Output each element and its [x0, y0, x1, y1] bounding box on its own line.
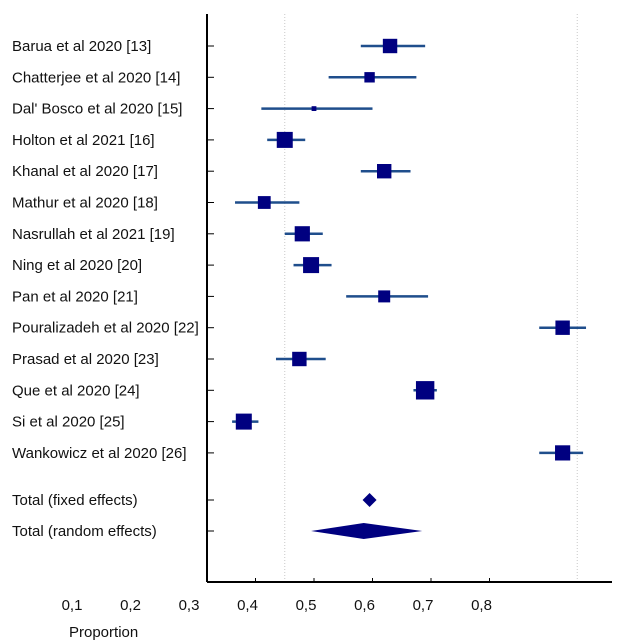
x-tick-labels: 0,1 0,2 0,3 0,4 0,5 0,6 0,7 0,8	[62, 597, 492, 614]
reference-lines	[284, 14, 578, 582]
study-row: Si et al 2020 [25]	[12, 413, 259, 431]
x-tick-label: 0,6	[354, 597, 375, 614]
study-row: Holton et al 2021 [16]	[12, 131, 306, 149]
study-label: Prasad et al 2020 [23]	[12, 351, 159, 368]
study-estimate-marker	[364, 72, 375, 83]
study-row: Que et al 2020 [24]	[12, 381, 437, 400]
pooled-estimate-diamond	[311, 523, 423, 539]
x-tick-label: 0,4	[237, 597, 258, 614]
total-label: Total (fixed effects)	[12, 492, 138, 509]
study-estimate-marker	[235, 413, 252, 430]
study-label: Barua et al 2020 [13]	[12, 38, 151, 55]
study-row: Khanal et al 2020 [17]	[12, 163, 411, 180]
study-label: Mathur et al 2020 [18]	[12, 195, 158, 212]
study-label: Chatterjee et al 2020 [14]	[12, 69, 180, 86]
total-label: Total (random effects)	[12, 523, 157, 540]
study-row: Wankowicz et al 2020 [26]	[12, 445, 584, 462]
study-row: Chatterjee et al 2020 [14]	[12, 69, 417, 86]
total-row: Total (random effects)	[12, 523, 423, 540]
study-label: Dal' Bosco et al 2020 [15]	[12, 101, 182, 118]
study-estimate-marker	[378, 290, 391, 303]
study-label: Nasrullah et al 2021 [19]	[12, 226, 175, 243]
study-label: Holton et al 2021 [16]	[12, 132, 155, 149]
study-row: Dal' Bosco et al 2020 [15]	[12, 101, 373, 118]
x-tick-label: 0,1	[62, 597, 83, 614]
study-row: Prasad et al 2020 [23]	[12, 351, 326, 368]
study-label: Que et al 2020 [24]	[12, 382, 140, 399]
study-row: Barua et al 2020 [13]	[12, 38, 426, 55]
study-label: Pouralizadeh et al 2020 [22]	[12, 320, 199, 337]
study-rows: Barua et al 2020 [13] Chatterjee et al 20…	[12, 38, 587, 540]
x-tick-label: 0,8	[471, 597, 492, 614]
study-row: Mathur et al 2020 [18]	[12, 195, 300, 212]
study-row: Ning et al 2020 [20]	[12, 257, 332, 274]
study-label: Khanal et al 2020 [17]	[12, 163, 158, 180]
x-tick-label: 0,7	[413, 597, 434, 614]
study-label: Ning et al 2020 [20]	[12, 257, 142, 274]
x-axis-title: Proportion	[69, 624, 138, 641]
study-estimate-marker	[303, 257, 320, 274]
study-estimate-marker	[294, 226, 310, 242]
x-tick-label: 0,5	[296, 597, 317, 614]
study-estimate-marker	[257, 196, 271, 209]
study-row: Pouralizadeh et al 2020 [22]	[12, 320, 587, 337]
study-label: Wankowicz et al 2020 [26]	[12, 445, 187, 462]
study-row: Nasrullah et al 2021 [19]	[12, 226, 323, 243]
study-estimate-marker	[415, 381, 435, 400]
total-row: Total (fixed effects)	[12, 492, 377, 509]
pooled-estimate-diamond	[362, 493, 377, 507]
study-label: Pan et al 2020 [21]	[12, 288, 138, 305]
study-estimate-marker	[311, 106, 317, 111]
x-tick-label: 0,3	[179, 597, 200, 614]
study-estimate-marker	[292, 351, 307, 367]
study-estimate-marker	[555, 320, 570, 335]
study-estimate-marker	[555, 445, 571, 461]
study-estimate-marker	[382, 38, 398, 54]
study-label: Si et al 2020 [25]	[12, 414, 125, 431]
study-estimate-marker	[276, 131, 293, 148]
x-tick-label: 0,2	[120, 597, 141, 614]
axes	[206, 14, 612, 583]
study-row: Pan et al 2020 [21]	[12, 288, 429, 305]
study-estimate-marker	[377, 164, 392, 179]
